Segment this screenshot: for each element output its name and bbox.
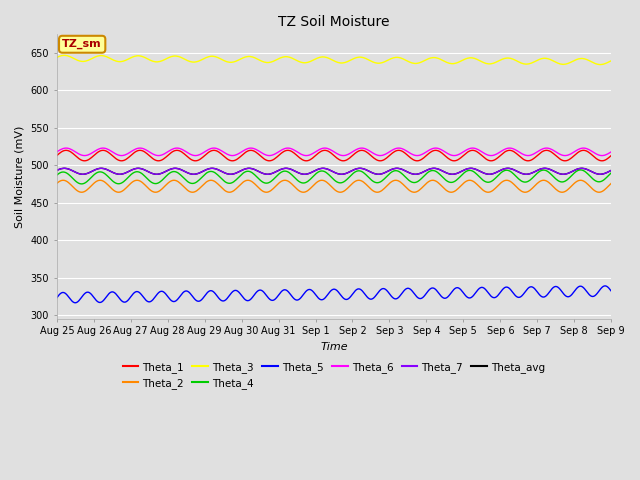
Theta_5: [227, 291, 234, 297]
Theta_6: [53, 149, 61, 155]
Theta_7: [559, 171, 566, 177]
Theta_3: [53, 55, 61, 60]
Theta_6: [607, 149, 615, 155]
Theta_5: [391, 296, 399, 301]
Theta_avg: [319, 166, 327, 171]
Theta_1: [62, 147, 70, 153]
Line: Theta_3: Theta_3: [57, 55, 611, 65]
Theta_avg: [287, 166, 294, 172]
Theta_avg: [53, 168, 61, 173]
Theta_1: [53, 153, 61, 158]
Line: Theta_7: Theta_7: [57, 168, 611, 174]
Theta_5: [461, 292, 469, 298]
Theta_5: [72, 300, 79, 306]
Theta_3: [288, 55, 296, 61]
Title: TZ Soil Moisture: TZ Soil Moisture: [278, 15, 390, 29]
Theta_6: [391, 146, 399, 152]
Theta_4: [227, 180, 234, 186]
Theta_6: [288, 146, 296, 152]
Line: Theta_1: Theta_1: [57, 150, 611, 161]
Legend: Theta_1, Theta_2, Theta_3, Theta_4, Theta_5, Theta_6, Theta_7, Theta_avg: Theta_1, Theta_2, Theta_3, Theta_4, Thet…: [118, 358, 550, 393]
Line: Theta_6: Theta_6: [57, 148, 611, 156]
Theta_1: [288, 149, 296, 155]
Text: TZ_sm: TZ_sm: [62, 39, 102, 49]
X-axis label: Time: Time: [320, 342, 348, 352]
Theta_4: [557, 179, 565, 185]
Theta_7: [287, 166, 294, 172]
Theta_2: [318, 178, 326, 183]
Theta_7: [463, 166, 470, 172]
Theta_2: [607, 180, 615, 186]
Theta_3: [391, 55, 399, 60]
Theta_5: [364, 295, 372, 301]
Theta_3: [364, 57, 372, 62]
Theta_1: [598, 158, 606, 164]
Theta_3: [597, 62, 605, 68]
Theta_5: [288, 293, 296, 299]
Theta_2: [225, 190, 233, 195]
Theta_3: [607, 58, 615, 64]
Theta_7: [365, 168, 373, 174]
Y-axis label: Soil Moisture (mV): Soil Moisture (mV): [15, 125, 25, 228]
Theta_1: [557, 157, 565, 163]
Theta_3: [227, 60, 234, 65]
Theta_4: [577, 167, 585, 173]
Theta_2: [287, 180, 294, 186]
Theta_7: [319, 166, 327, 171]
Theta_5: [557, 288, 565, 294]
Theta_avg: [463, 166, 470, 172]
Theta_2: [463, 178, 470, 184]
Theta_7: [607, 168, 615, 173]
Theta_4: [288, 172, 296, 178]
Line: Theta_avg: Theta_avg: [57, 168, 611, 174]
Theta_2: [559, 189, 566, 195]
Theta_3: [60, 52, 68, 58]
Theta_4: [461, 169, 469, 175]
Theta_6: [598, 153, 606, 158]
Theta_7: [301, 171, 308, 177]
Theta_1: [391, 149, 399, 155]
Theta_5: [53, 295, 61, 300]
Theta_6: [557, 152, 565, 158]
Theta_1: [607, 153, 615, 158]
Theta_1: [227, 157, 234, 163]
Theta_4: [53, 172, 61, 178]
Theta_3: [461, 56, 469, 62]
Theta_6: [227, 153, 234, 158]
Theta_7: [392, 166, 400, 171]
Theta_2: [392, 178, 400, 183]
Theta_avg: [225, 171, 233, 177]
Theta_2: [53, 180, 61, 186]
Theta_4: [607, 170, 615, 176]
Line: Theta_4: Theta_4: [57, 170, 611, 184]
Theta_7: [53, 168, 61, 173]
Theta_avg: [301, 171, 308, 177]
Theta_2: [300, 190, 307, 195]
Theta_avg: [559, 171, 566, 177]
Theta_avg: [365, 168, 373, 174]
Theta_4: [391, 168, 399, 174]
Theta_5: [607, 288, 615, 294]
Line: Theta_5: Theta_5: [57, 286, 611, 303]
Theta_avg: [392, 166, 400, 171]
Theta_6: [62, 145, 70, 151]
Theta_4: [77, 181, 85, 187]
Theta_4: [364, 174, 372, 180]
Theta_6: [364, 147, 372, 153]
Theta_7: [225, 171, 233, 177]
Line: Theta_2: Theta_2: [57, 180, 611, 192]
Theta_3: [557, 61, 565, 67]
Theta_1: [461, 151, 469, 156]
Theta_1: [364, 150, 372, 156]
Theta_5: [602, 283, 609, 289]
Theta_2: [365, 185, 373, 191]
Theta_6: [461, 148, 469, 154]
Theta_avg: [607, 168, 615, 173]
